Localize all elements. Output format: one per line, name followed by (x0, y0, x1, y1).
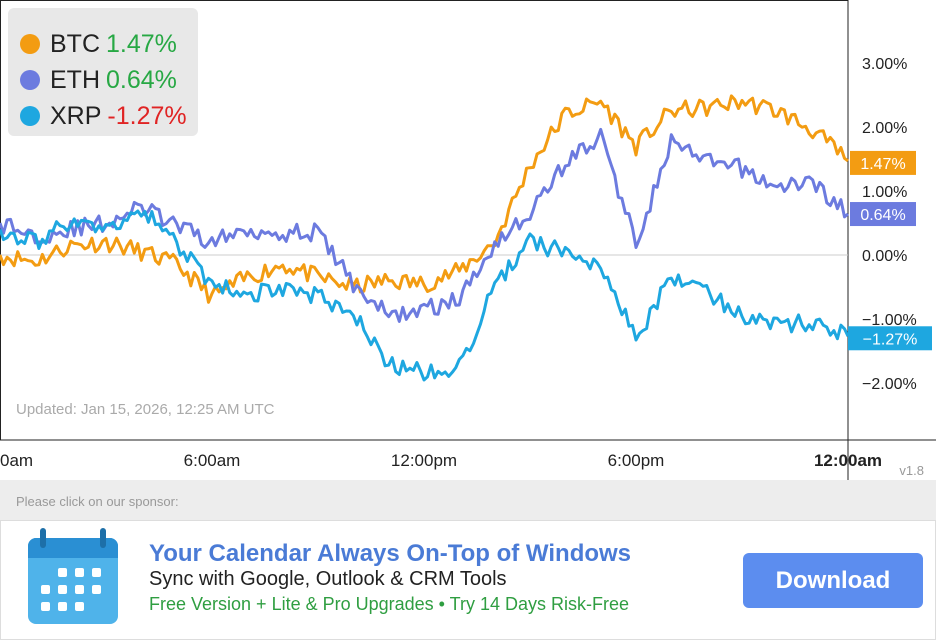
sponsor-note: Please click on our sponsor: (16, 494, 179, 509)
end-tag-label-eth: 0.64% (860, 207, 905, 224)
legend-change-xrp: -1.27% (107, 101, 187, 130)
btc-dot-icon (20, 34, 40, 54)
y-tick-label: −2.00% (862, 376, 917, 393)
y-tick-label: 3.00% (862, 56, 907, 73)
y-tick-label: 2.00% (862, 120, 907, 137)
y-tick-label: 0.00% (862, 248, 907, 265)
end-tag-btc: 1.47% (850, 150, 916, 175)
x-tick-label: 12:00pm (391, 451, 457, 470)
x-tick-label: 6:00pm (608, 451, 665, 470)
end-tag-bg-eth (850, 202, 916, 227)
end-tag-xrp: −1.27% (848, 326, 932, 351)
x-tick-label: 12:00am (0, 451, 33, 470)
legend-name-eth: ETH (50, 65, 100, 94)
legend-change-eth: 0.64% (106, 65, 177, 94)
end-tag-label-xrp: −1.27% (863, 331, 918, 348)
download-button[interactable]: Download (743, 553, 923, 608)
x-tick-label: 12:00am (814, 451, 882, 470)
legend: BTC 1.47% ETH 0.64% XRP -1.27% (8, 8, 198, 136)
updated-timestamp: Updated: Jan 15, 2026, 12:25 AM UTC (16, 401, 275, 418)
legend-item-xrp[interactable]: XRP -1.27% (20, 101, 187, 131)
end-tag-label-btc: 1.47% (860, 156, 905, 173)
end-tag-eth: 0.64% (850, 202, 916, 227)
xrp-dot-icon (20, 106, 40, 126)
ad-subtitle: Sync with Google, Outlook & CRM Tools (149, 568, 507, 590)
end-tag-bg-btc (850, 150, 916, 175)
eth-dot-icon (20, 70, 40, 90)
price-change-chart: 3.00% 2.00% 1.00% 0.00% −1.00% −2.00% 12:00am 6… (0, 0, 936, 480)
x-tick-label: 6:00am (184, 451, 241, 470)
calendar-icon[interactable] (26, 528, 120, 626)
legend-item-btc[interactable]: BTC 1.47% (20, 29, 177, 59)
series-line-eth (0, 127, 849, 323)
legend-item-eth[interactable]: ETH 0.64% (20, 65, 177, 95)
version-label: v1.8 (899, 463, 924, 478)
end-tag-bg-xrp (848, 326, 932, 351)
legend-name-xrp: XRP (50, 101, 102, 130)
ad-tagline: Free Version + Lite & Pro Upgrades • Try… (149, 594, 629, 614)
series-line-btc (0, 94, 849, 304)
y-tick-label: 1.00% (862, 184, 907, 201)
y-tick-label: −1.00% (862, 312, 917, 329)
chart-area: 3.00% 2.00% 1.00% 0.00% −1.00% −2.00% 12:00am 6… (0, 0, 936, 480)
series-line-xrp (0, 209, 850, 382)
legend-name-btc: BTC (50, 29, 100, 58)
legend-change-btc: 1.47% (106, 29, 177, 58)
ad-title[interactable]: Your Calendar Always On-Top of Windows (149, 540, 632, 567)
